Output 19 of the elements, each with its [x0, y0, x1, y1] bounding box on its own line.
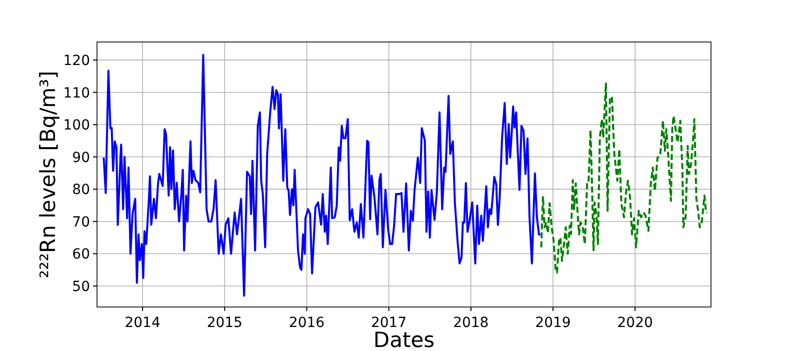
x-tick-label: 2020 — [617, 315, 653, 331]
x-tick-label: 2015 — [206, 315, 242, 331]
y-tick-label: 60 — [72, 246, 90, 263]
y-tick-label: 120 — [63, 52, 90, 69]
y-tick-label: 50 — [72, 278, 90, 295]
x-tick-label: 2018 — [453, 315, 489, 331]
x-axis-title: Dates — [373, 328, 435, 351]
x-tick-label: 2017 — [370, 315, 407, 331]
y-tick-label: 70 — [72, 214, 90, 230]
y-tick-label: 100 — [63, 118, 90, 134]
y-tick-label: 90 — [72, 150, 90, 166]
x-tick-label: 2014 — [124, 315, 160, 331]
y-tick-label: 80 — [72, 182, 90, 198]
line-series — [540, 82, 708, 274]
line-series — [102, 54, 542, 297]
x-tick-label: 2019 — [535, 315, 571, 331]
y-axis-title: ²²²Rn levels [Bq/m³] — [36, 70, 60, 278]
x-tick-label: 2016 — [288, 315, 325, 331]
y-tick-label: 110 — [63, 85, 90, 102]
